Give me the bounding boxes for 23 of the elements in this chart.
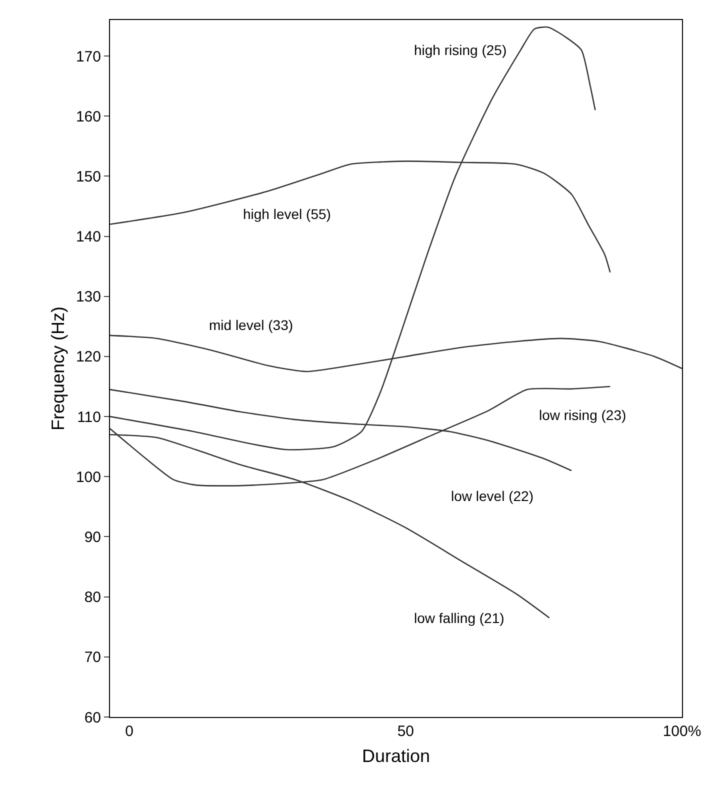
y-tick-label: 100 [76, 468, 101, 486]
y-tick-label: 60 [84, 709, 101, 726]
x-tick-label: 100% [662, 723, 702, 740]
x-tick-label: 0 [125, 723, 134, 740]
text: low level (22) [451, 488, 534, 504]
y-tick-label: 80 [84, 589, 101, 606]
series-label: high rising (25) [414, 42, 507, 58]
series-label: high level (55) [243, 206, 331, 222]
x-axis-title: Duration [362, 746, 430, 766]
y-tick-label: 130 [76, 288, 101, 306]
y-axis-title: Frequency (Hz) [48, 306, 68, 431]
y-tick-label: 170 [76, 48, 101, 66]
series-label: low rising (23) [539, 407, 626, 423]
y-tick-label: 160 [76, 108, 101, 126]
y-tick-label: 110 [77, 408, 101, 426]
series-label: low falling (21) [414, 610, 504, 626]
y-tick-label: 70 [84, 649, 101, 666]
y-tick-label: 140 [76, 228, 101, 246]
y-tick-label: 150 [76, 168, 101, 186]
x-tick-label: 50 [397, 723, 414, 740]
series-label: mid level (33) [209, 317, 294, 333]
y-tick-label: 90 [84, 528, 101, 546]
y-tick-label: 120 [76, 348, 101, 366]
